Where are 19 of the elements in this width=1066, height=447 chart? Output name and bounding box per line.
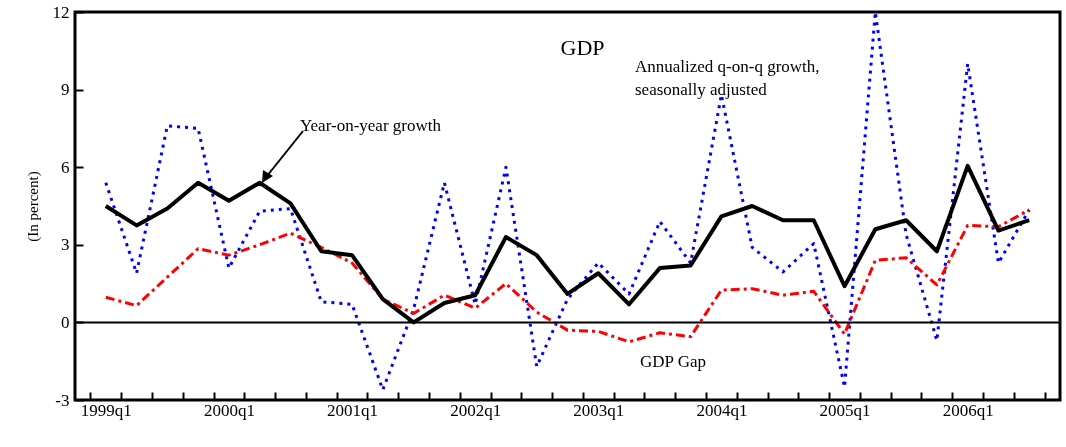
x-tick-label: 2002q1 bbox=[450, 400, 502, 420]
y-tick-label: -3 bbox=[55, 390, 70, 410]
y-tick-label: 6 bbox=[61, 157, 70, 177]
series-label: GDP Gap bbox=[640, 352, 706, 371]
x-tick-label: 2003q1 bbox=[573, 400, 625, 420]
text: GDP bbox=[560, 35, 605, 60]
y-tick-label: 9 bbox=[61, 80, 70, 100]
x-tick-label: 2000q1 bbox=[203, 400, 255, 420]
text: Year-on-year growth bbox=[300, 116, 442, 135]
x-tick-label: 2001q1 bbox=[327, 400, 379, 420]
y-tick-label: 3 bbox=[61, 235, 70, 255]
y-axis-title: (In percent) bbox=[24, 171, 42, 242]
x-tick-label: 2006q1 bbox=[942, 400, 994, 420]
x-tick-label: 2005q1 bbox=[819, 400, 871, 420]
y-tick-label: 12 bbox=[52, 2, 70, 22]
y-tick-label: 0 bbox=[61, 312, 70, 332]
x-tick-label: 2004q1 bbox=[696, 400, 748, 420]
x-tick-label: 1999q1 bbox=[80, 400, 132, 420]
series-label: Annualized q-on-q growth, seasonally adjusted bbox=[635, 57, 820, 99]
